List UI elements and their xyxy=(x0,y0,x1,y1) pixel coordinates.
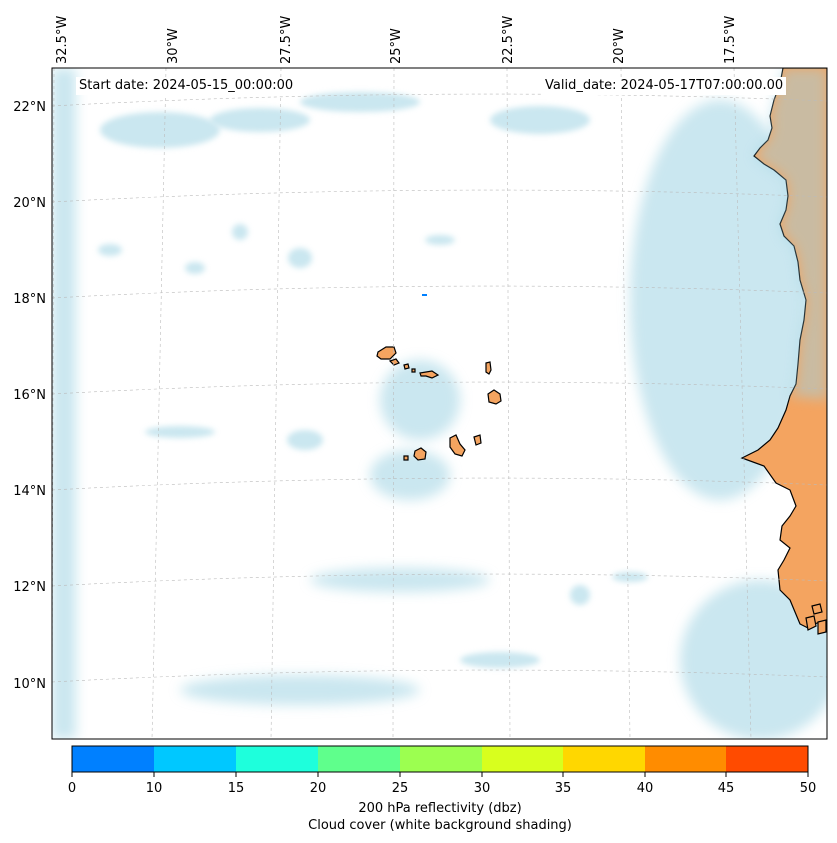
island-maio xyxy=(473,434,482,446)
colorbar-ticks xyxy=(71,772,809,777)
colorbar-segment xyxy=(236,746,318,772)
colorbar-frame xyxy=(71,745,809,773)
cloud-patch xyxy=(300,92,420,112)
lat-label: 14°N xyxy=(13,484,46,499)
lon-label: 25°W xyxy=(389,28,404,64)
colorbar-tick-label: 45 xyxy=(717,781,735,796)
cloud-patch xyxy=(570,585,590,605)
colorbar-title: 200 hPa reflectivity (dbz) xyxy=(358,801,522,816)
cloud-patch xyxy=(380,360,460,440)
meridian-line xyxy=(733,68,752,739)
colorbar-segment xyxy=(72,746,154,772)
valid-date-label: Valid_date: 2024-05-17T07:00:00.00 xyxy=(542,77,787,95)
colorbar-tick-label: 25 xyxy=(391,781,409,796)
island-bissagos xyxy=(805,615,817,631)
cloud-patch xyxy=(210,108,310,132)
lon-label: 30°W xyxy=(166,28,181,64)
parallel-line xyxy=(52,669,827,683)
colorbar-segment xyxy=(482,746,563,772)
colorbar-segment xyxy=(318,746,400,772)
colorbar-tick-label: 15 xyxy=(227,781,245,796)
cloud-patch xyxy=(460,652,540,668)
island-bissagos xyxy=(817,619,827,635)
island-fogo xyxy=(413,447,427,461)
parallel-line xyxy=(52,381,827,395)
island-sao-vicente xyxy=(388,358,400,366)
colorbar-tick-label: 40 xyxy=(636,781,654,796)
meridian-line xyxy=(270,68,282,739)
colorbar-tick-label: 30 xyxy=(473,781,491,796)
colorbar-tick-label: 10 xyxy=(145,781,163,796)
cloud-patch xyxy=(680,580,827,739)
cloud-patch xyxy=(145,426,215,438)
longitude-labels: 32.5°W 30°W 27.5°W 25°W 22.5°W 20°W 17.5… xyxy=(55,16,738,64)
cloud-patch xyxy=(287,430,323,450)
graticule xyxy=(52,68,827,739)
cloud-patch xyxy=(490,106,590,134)
lon-label: 27.5°W xyxy=(279,16,294,64)
lat-label: 12°N xyxy=(13,580,46,595)
cloud-patch xyxy=(98,244,122,256)
meridian-line xyxy=(506,68,511,739)
cloud-patch xyxy=(370,450,450,500)
lat-label: 18°N xyxy=(13,292,46,307)
colorbar-tick-label: 20 xyxy=(309,781,327,796)
map-frame xyxy=(51,67,828,740)
cloud-patch xyxy=(612,572,648,582)
meridian-line xyxy=(392,68,395,739)
colorbar-segment xyxy=(563,746,645,772)
colorbar xyxy=(71,745,809,777)
lon-label: 17.5°W xyxy=(723,16,738,64)
island-bissagos xyxy=(811,603,823,615)
parallel-line xyxy=(52,477,827,491)
lon-label: 22.5°W xyxy=(501,16,516,64)
cloud-patch xyxy=(425,235,455,245)
lat-label: 16°N xyxy=(13,388,46,403)
cloud-patch xyxy=(630,100,810,500)
colorbar-tick-label: 35 xyxy=(554,781,572,796)
cloud-patch xyxy=(288,248,312,268)
parallel-line xyxy=(52,573,827,587)
lat-label: 22°N xyxy=(13,100,46,115)
cloud-patch xyxy=(52,68,76,739)
colorbar-segment xyxy=(400,746,482,772)
island-brava xyxy=(403,455,409,461)
cloud-patch xyxy=(100,112,220,148)
colorbar-tick-label: 50 xyxy=(799,781,817,796)
cloud-patch xyxy=(310,568,490,592)
colorbar-segment xyxy=(645,746,726,772)
colorbar-segment xyxy=(154,746,236,772)
island-sal xyxy=(485,361,492,375)
meridian-line xyxy=(620,68,631,739)
cloud-patch xyxy=(180,675,420,705)
cloud-patch xyxy=(185,262,205,274)
cloud-cover-layer xyxy=(52,68,827,739)
lat-label: 10°N xyxy=(13,677,46,692)
lon-label: 32.5°W xyxy=(55,16,70,64)
parallel-line xyxy=(52,189,827,203)
colorbar-subtitle: Cloud cover (white background shading) xyxy=(308,818,572,833)
colorbar-segment xyxy=(726,746,808,772)
meridian-line xyxy=(151,68,167,739)
island-sao-nicolau xyxy=(411,368,440,379)
colorbar-tick-label: 0 xyxy=(67,781,77,796)
reflectivity-echo xyxy=(422,294,427,296)
island-santo-antao xyxy=(376,346,397,360)
start-date-label: Start date: 2024-05-15_00:00:00 xyxy=(76,77,297,95)
parallel-line xyxy=(52,285,827,299)
parallel-line xyxy=(52,93,827,107)
latitude-labels: 22°N 20°N 18°N 16°N 14°N 12°N 10°N xyxy=(13,100,46,692)
island-santa-luzia xyxy=(403,363,410,370)
lat-label: 20°N xyxy=(13,196,46,211)
coastal-cloud xyxy=(754,68,827,400)
island-santiago xyxy=(449,434,466,457)
lon-label: 20°W xyxy=(612,28,627,64)
cloud-patch xyxy=(232,224,248,240)
island-boa-vista xyxy=(487,389,502,405)
